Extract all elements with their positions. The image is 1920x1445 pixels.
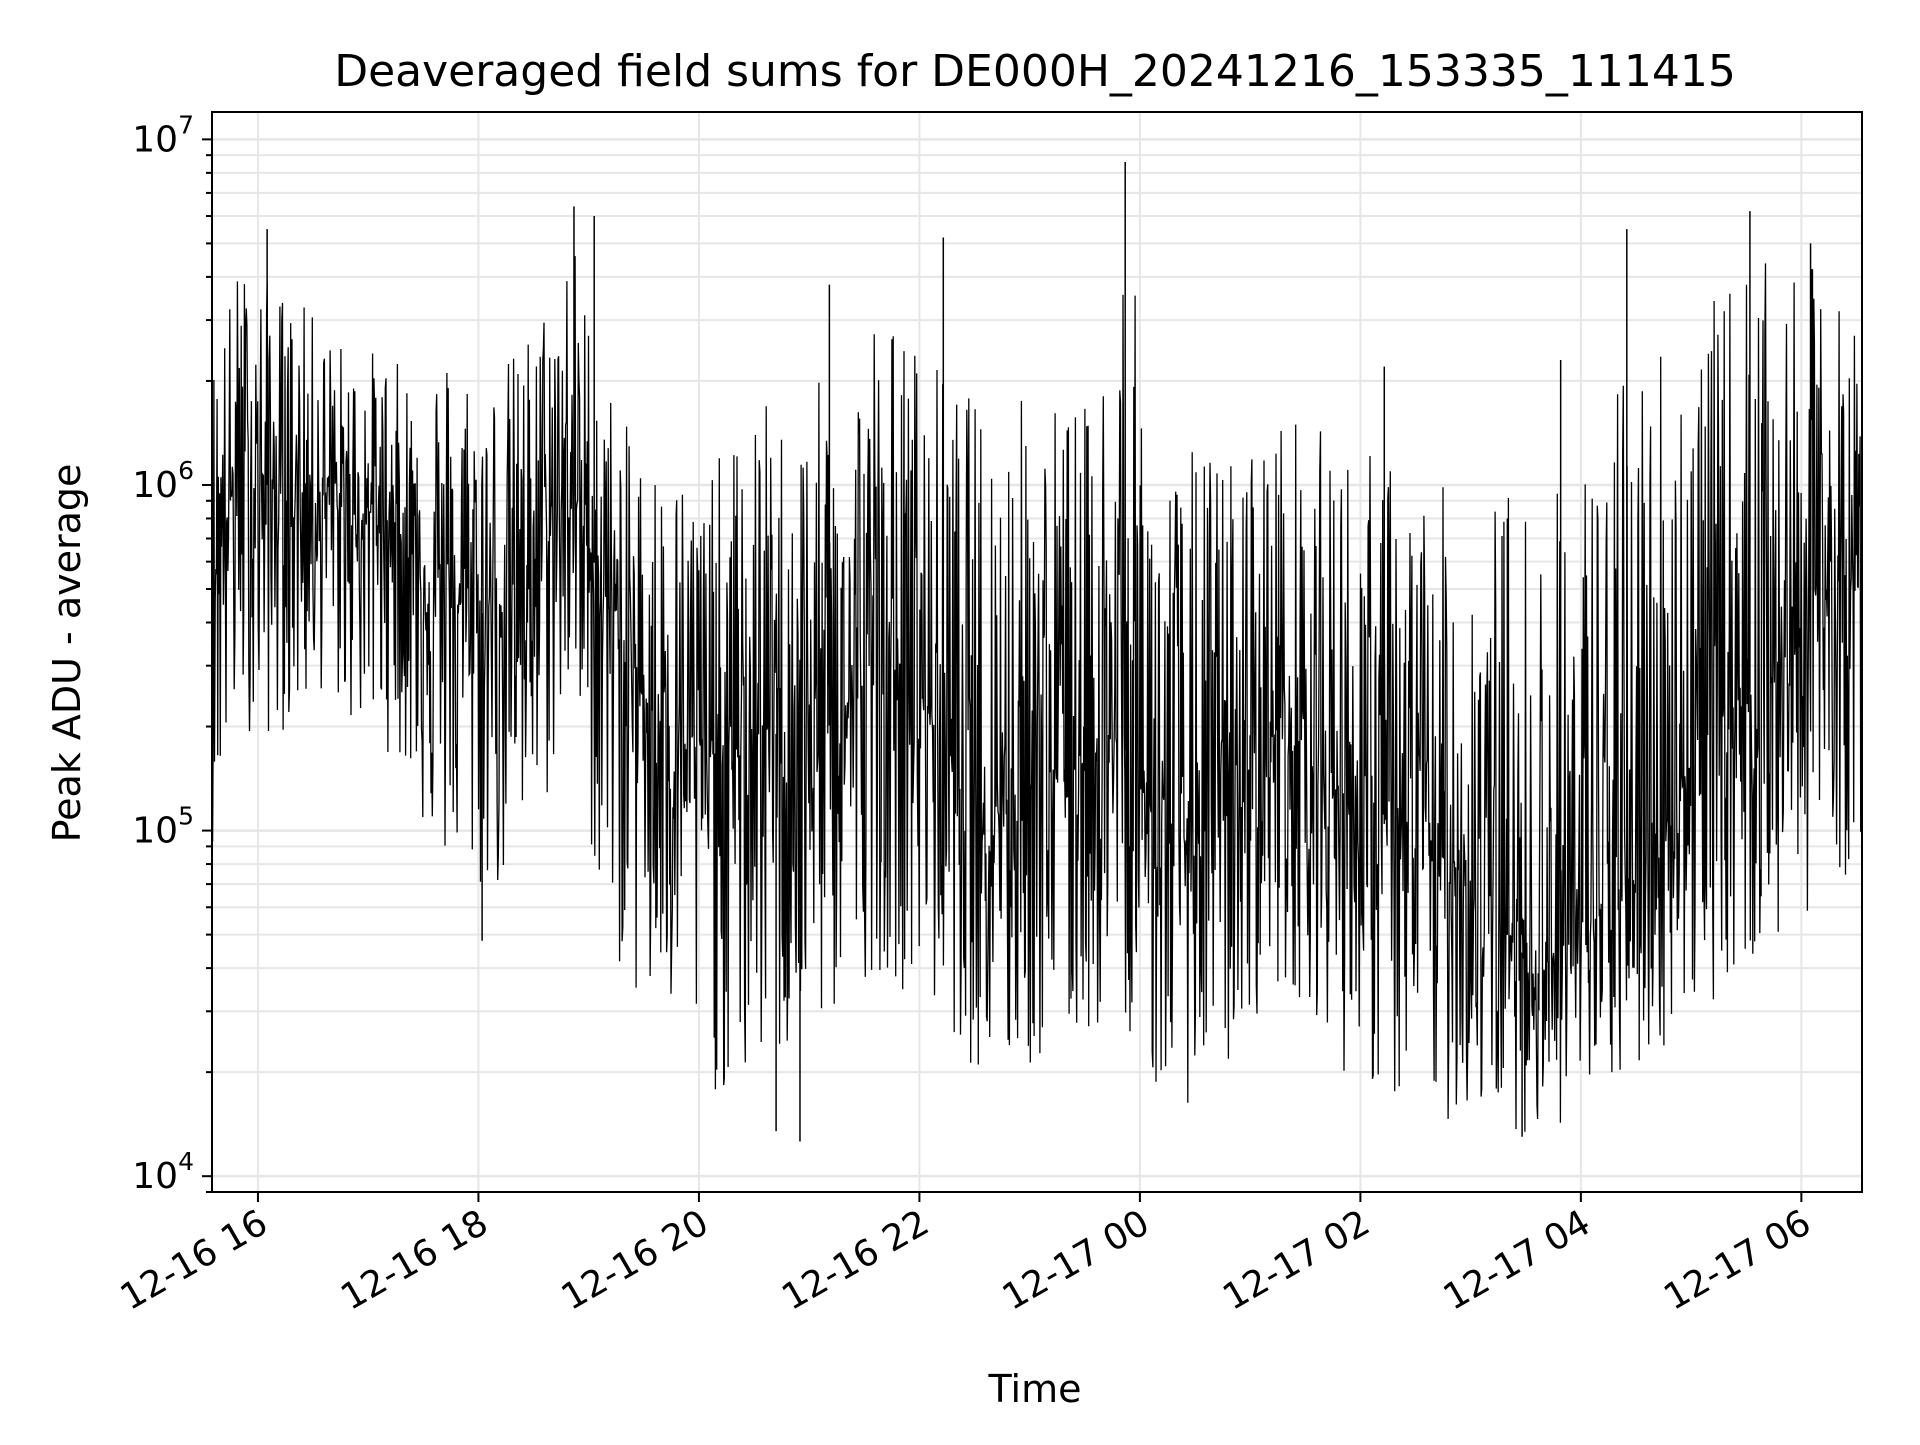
y-tick-label: 104 — [132, 1147, 194, 1197]
x-axis-label: Time — [988, 1367, 1082, 1411]
y-tick-label: 107 — [132, 110, 194, 160]
chart-title: Deaveraged field sums for DE000H_2024121… — [334, 46, 1736, 97]
y-tick-exponent: 5 — [178, 802, 194, 831]
y-tick-base: 10 — [132, 1156, 178, 1197]
y-tick-exponent: 6 — [178, 456, 194, 485]
series-layer — [211, 162, 1863, 1142]
y-tick-base: 10 — [132, 119, 178, 160]
y-tick-base: 10 — [132, 811, 178, 852]
y-tick-exponent: 4 — [178, 1147, 194, 1176]
y-tick-base: 10 — [132, 465, 178, 506]
series-line-group — [211, 162, 1863, 1142]
y-tick-label: 105 — [132, 802, 194, 852]
series-line — [211, 256, 1863, 1132]
y-tick-exponent: 7 — [178, 110, 194, 139]
y-axis-label: Peak ADU - average — [45, 464, 89, 843]
y-tick-label: 106 — [132, 456, 194, 506]
plot-frame — [211, 111, 1863, 1193]
